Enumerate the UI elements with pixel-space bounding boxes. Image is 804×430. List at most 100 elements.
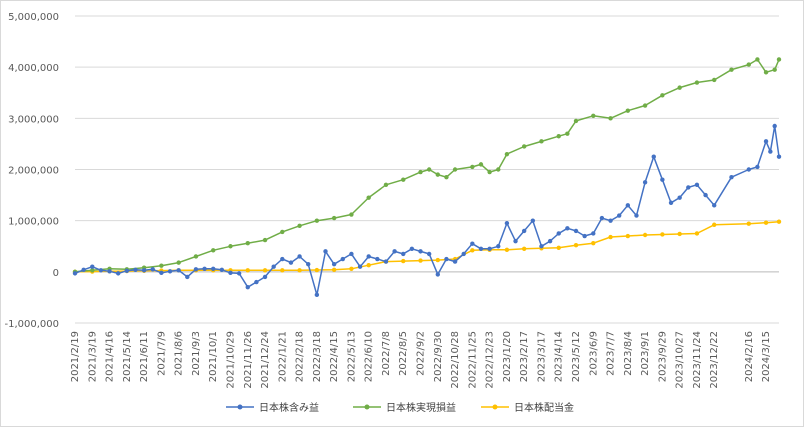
data-point — [677, 195, 682, 200]
data-point — [297, 268, 302, 273]
data-point — [280, 268, 285, 273]
x-tick-label: 2021/10/1 — [208, 331, 219, 382]
data-point — [599, 215, 605, 221]
data-point — [686, 185, 691, 190]
data-point — [539, 139, 544, 144]
data-point — [521, 144, 527, 149]
data-point — [90, 268, 95, 273]
data-point — [280, 229, 285, 235]
data-point — [608, 234, 613, 240]
x-tick-label: 2022/8/5 — [398, 331, 409, 376]
x-tick-label: 2023/9/29 — [657, 331, 668, 382]
data-point — [228, 244, 233, 249]
data-point — [254, 279, 259, 285]
x-tick-label: 2022/3/18 — [312, 331, 323, 382]
data-point — [729, 67, 734, 72]
data-point — [591, 231, 596, 236]
data-point — [452, 259, 458, 264]
data-point — [366, 254, 371, 259]
x-tick-label: 2021/9/3 — [191, 331, 202, 376]
data-point — [616, 213, 622, 218]
data-point — [314, 218, 320, 223]
data-point — [470, 248, 475, 253]
data-point — [141, 268, 147, 273]
data-point — [159, 263, 164, 268]
data-point — [660, 93, 665, 98]
data-point — [487, 169, 492, 175]
x-tick-label: 2022/2/18 — [295, 331, 306, 382]
y-axis-ticks: -1,000,000 0 1,000,000 2,000,000 3,000,000 4,… — [4, 12, 59, 330]
data-point — [642, 232, 648, 238]
data-point — [211, 266, 216, 271]
data-point — [236, 271, 242, 276]
data-point — [98, 268, 104, 273]
data-point — [452, 167, 458, 172]
data-point — [694, 80, 700, 85]
data-point — [262, 268, 268, 273]
x-tick-label: 2021/2/19 — [70, 331, 81, 382]
data-point — [176, 260, 181, 265]
series-3 — [72, 219, 782, 275]
y-tick-label: 1,000,000 — [8, 217, 59, 228]
data-point — [776, 57, 782, 62]
x-tick-label: 2021/5/14 — [122, 331, 133, 382]
x-tick-label: 2022/6/10 — [364, 331, 375, 382]
series-line — [74, 58, 780, 273]
series-line — [74, 125, 780, 296]
data-point — [90, 264, 95, 269]
data-point — [556, 245, 561, 250]
data-point — [504, 221, 510, 226]
data-point — [651, 154, 656, 159]
series-line — [74, 220, 780, 273]
data-point — [573, 228, 579, 234]
data-point — [470, 164, 475, 170]
data-point — [565, 226, 570, 231]
data-point — [625, 233, 631, 239]
data-point — [167, 269, 173, 274]
x-tick-label: 2022/11/25 — [467, 331, 478, 389]
data-point — [634, 213, 639, 218]
legend-label: 日本株配当金 — [514, 401, 574, 414]
data-point — [366, 262, 371, 268]
x-tick-label: 2024/2/16 — [744, 331, 755, 382]
data-point — [357, 264, 363, 269]
x-tick-label: 2021/11/26 — [243, 331, 254, 389]
y-tick-label: 5,000,000 — [8, 12, 59, 23]
x-axis-ticks: 2021/2/19 2021/3/19 2021/4/16 2021/5/14 2021… — [70, 331, 772, 389]
data-point — [435, 272, 440, 277]
data-point — [573, 243, 579, 248]
x-tick-label: 2021/6/11 — [139, 331, 150, 382]
data-point — [539, 244, 544, 249]
legend-item: 日本株配当金 — [481, 401, 574, 414]
data-point — [642, 180, 648, 185]
y-tick-label: -1,000,000 — [4, 319, 59, 330]
data-point — [444, 174, 449, 180]
data-point — [746, 167, 751, 172]
data-point — [776, 154, 782, 159]
data-point — [521, 246, 527, 252]
data-point — [461, 251, 466, 257]
data-point — [340, 256, 345, 262]
data-point — [323, 249, 328, 254]
series-lines — [72, 57, 782, 298]
data-point — [228, 270, 233, 276]
data-point — [202, 266, 207, 271]
data-point — [349, 251, 354, 257]
data-point — [530, 218, 536, 223]
data-point — [768, 149, 773, 154]
data-point — [306, 261, 311, 267]
data-point — [478, 162, 484, 167]
y-tick-label: 3,000,000 — [8, 114, 59, 125]
x-tick-label: 2023/4/14 — [554, 331, 565, 382]
legend: 日本株含み益 日本株実現損益 日本株配当金 — [226, 401, 574, 414]
x-tick-label: 2023/2/17 — [519, 331, 530, 382]
data-point — [591, 113, 596, 118]
data-point — [401, 177, 406, 182]
data-point — [150, 267, 155, 272]
data-point — [496, 244, 501, 249]
data-point — [694, 182, 700, 188]
x-tick-label: 2021/3/19 — [87, 331, 98, 382]
data-point — [712, 77, 717, 83]
data-point — [426, 167, 432, 172]
